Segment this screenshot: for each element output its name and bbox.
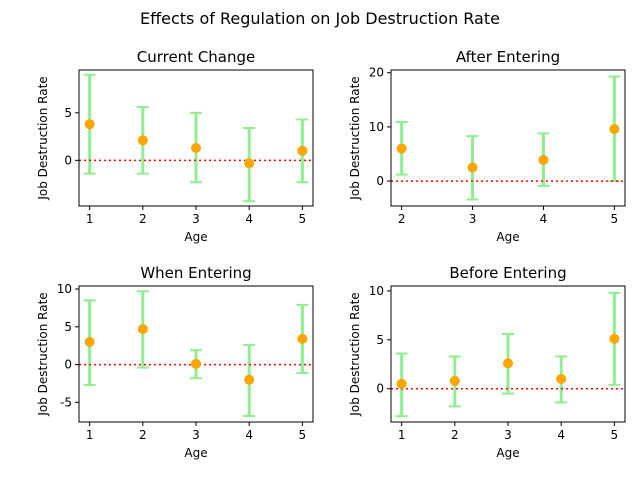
data-point xyxy=(244,374,255,385)
x-tick-label: 2 xyxy=(139,212,147,226)
y-tick-label: -5 xyxy=(60,395,72,409)
y-axis-label: Job Destruction Rate xyxy=(36,292,50,416)
x-tick-label: 5 xyxy=(299,428,307,442)
x-tick-label: 2 xyxy=(398,212,406,226)
x-tick-label: 1 xyxy=(86,212,94,226)
x-tick-label: 3 xyxy=(192,212,200,226)
data-point xyxy=(556,373,567,384)
subplot-before-entering: 1 2 3 4 5 0 5 10 Before Entering Age Job Destructi… xyxy=(348,264,626,460)
data-point xyxy=(538,154,549,165)
y-tick-label: 5 xyxy=(64,320,72,334)
x-tick-label: 1 xyxy=(86,428,94,442)
y-tick-label: 20 xyxy=(369,66,384,80)
data-point xyxy=(396,378,407,389)
data-point xyxy=(84,119,95,130)
y-axis-label: Job Destruction Rate xyxy=(348,292,362,416)
data-point xyxy=(396,143,407,154)
x-tick-label: 3 xyxy=(192,428,200,442)
x-tick-label: 4 xyxy=(557,428,565,442)
y-tick-label: 10 xyxy=(57,282,72,296)
y-tick-label: 5 xyxy=(376,333,384,347)
x-tick-label: 3 xyxy=(504,428,512,442)
y-tick-label: 0 xyxy=(64,358,72,372)
data-point xyxy=(191,358,201,369)
subplot-title: Current Change xyxy=(137,48,256,66)
x-axis-label: Age xyxy=(496,230,519,244)
subplot-title: After Entering xyxy=(456,48,560,66)
y-tick-label: 0 xyxy=(64,153,72,167)
data-point xyxy=(84,336,95,347)
subplot-title: When Entering xyxy=(140,264,251,282)
data-point xyxy=(297,333,308,344)
data-point xyxy=(244,158,255,169)
data-point xyxy=(609,333,620,344)
axes-frame xyxy=(390,69,626,207)
data-point xyxy=(191,142,201,153)
data-point xyxy=(297,145,308,156)
subplot-current-change: 1 2 3 4 5 0 5 Current Change Age Job Destruction … xyxy=(36,48,314,244)
subplot-after-entering: 2 3 4 5 0 10 20 After Entering Age Job Destructio… xyxy=(348,48,626,244)
x-tick-label: 5 xyxy=(299,212,307,226)
data-point xyxy=(449,375,460,386)
figure-suptitle: Effects of Regulation on Job Destruction… xyxy=(140,9,500,28)
subplot-when-entering: 1 2 3 4 5 -5 0 5 10 When Entering Age Job Destructi… xyxy=(36,264,314,460)
data-point xyxy=(609,124,620,135)
x-tick-label: 4 xyxy=(245,212,253,226)
y-tick-label: 10 xyxy=(369,120,384,134)
x-tick-label: 4 xyxy=(245,428,253,442)
x-tick-label: 4 xyxy=(540,212,548,226)
y-tick-label: 0 xyxy=(376,174,384,188)
data-point xyxy=(503,358,513,369)
data-point xyxy=(137,324,148,335)
x-tick-label: 3 xyxy=(469,212,477,226)
y-tick-label: 0 xyxy=(376,382,384,396)
x-tick-label: 5 xyxy=(611,212,619,226)
x-axis-label: Age xyxy=(184,446,207,460)
x-tick-label: 2 xyxy=(139,428,147,442)
data-point xyxy=(137,135,148,146)
y-tick-label: 10 xyxy=(369,284,384,298)
subplot-title: Before Entering xyxy=(449,264,566,282)
x-axis-label: Age xyxy=(496,446,519,460)
y-axis-label: Job Destruction Rate xyxy=(348,76,362,200)
y-axis-label: Job Destruction Rate xyxy=(36,76,50,200)
x-axis-label: Age xyxy=(184,230,207,244)
y-tick-label: 5 xyxy=(64,106,72,120)
x-tick-label: 5 xyxy=(611,428,619,442)
x-tick-label: 1 xyxy=(398,428,406,442)
x-tick-label: 2 xyxy=(451,428,459,442)
data-point xyxy=(467,162,478,173)
